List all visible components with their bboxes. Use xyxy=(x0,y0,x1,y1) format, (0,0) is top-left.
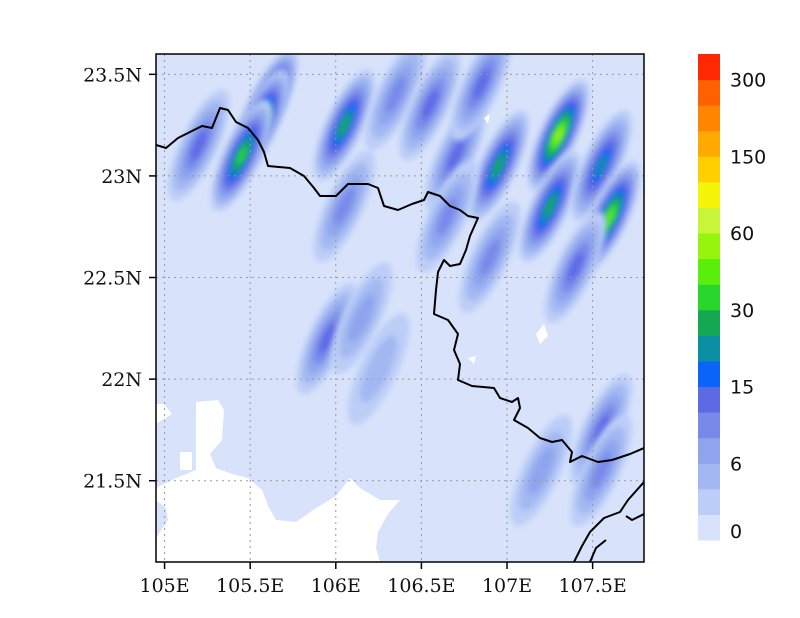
rain-cell-17-level-5 xyxy=(567,252,584,283)
y-tick-label-1: 22N xyxy=(101,369,142,391)
colorbar-swatch-2 xyxy=(698,463,720,490)
plot-frame xyxy=(155,53,645,563)
colorbar-swatch-18 xyxy=(698,54,720,81)
colorbar-label-5: 150 xyxy=(730,146,766,168)
x-tick-label-0: 105E xyxy=(139,575,189,597)
map-plot-area xyxy=(155,53,645,563)
missing-data-area-dot-3 xyxy=(484,114,490,124)
rain-cell-16-level-10 xyxy=(605,208,615,225)
coastline-east-3 xyxy=(589,539,607,562)
rain-cell-19-level-3 xyxy=(348,294,375,343)
rain-cell-0-level-5 xyxy=(190,130,208,161)
rain-cell-4-level-8 xyxy=(338,115,350,135)
missing-data-areas xyxy=(156,114,548,562)
colorbar-swatch-12 xyxy=(698,207,720,234)
y-tick-label-2: 22.5N xyxy=(83,268,142,290)
map-gridlines xyxy=(156,54,644,562)
coastline-east-2 xyxy=(625,513,644,521)
colorbar-swatch-8 xyxy=(698,309,720,336)
rain-cell-17 xyxy=(544,211,607,324)
colorbar-label-1: 6 xyxy=(730,453,742,475)
y-tick-label-3: 23N xyxy=(101,166,142,188)
colorbar-swatch-10 xyxy=(698,258,720,285)
colorbar-swatch-9 xyxy=(698,284,720,311)
rain-cell-3-level-9 xyxy=(236,146,247,165)
rain-cell-10 xyxy=(467,109,530,222)
colorbar-swatch-6 xyxy=(698,360,720,388)
rain-cell-4 xyxy=(313,69,376,181)
rain-cell-18 xyxy=(296,282,359,395)
rain-cell-21-level-5 xyxy=(592,414,610,446)
colorbar-swatch-3 xyxy=(698,437,720,464)
colorbar: 0 6 15 30 60 150 300 xyxy=(698,54,766,543)
rain-cell-15-level-7 xyxy=(595,154,608,177)
colorbar-label-4: 60 xyxy=(730,223,754,245)
colorbar-swatch-5 xyxy=(698,386,720,413)
rain-cell-5-level-4 xyxy=(385,76,407,114)
rain-cell-7-level-5 xyxy=(421,89,439,121)
x-tick-label-3: 106.5E xyxy=(387,575,455,597)
missing-data-area-southwest xyxy=(156,400,400,562)
rain-cell-15 xyxy=(570,109,633,222)
colorbar-swatch-7 xyxy=(698,335,720,362)
colorbar-swatch-17 xyxy=(698,79,720,106)
rain-cell-18-level-5 xyxy=(318,323,336,354)
rain-cell-12-level-4 xyxy=(479,238,501,276)
colorbar-label-6: 300 xyxy=(730,70,766,92)
colorbar-swatch-0 xyxy=(698,514,720,541)
rain-cell-5 xyxy=(364,54,427,151)
rain-cell-13 xyxy=(527,79,590,192)
x-tick-label-4: 107E xyxy=(482,575,532,597)
x-axis-ticks: 105E 105.5E 106E 106.5E 107E 107.5E xyxy=(139,562,627,597)
colorbar-swatch-1 xyxy=(698,488,720,515)
y-tick-label-0: 21.5N xyxy=(83,471,142,493)
missing-data-area-dot-1 xyxy=(536,324,548,344)
rain-cell-10-level-8 xyxy=(493,155,504,176)
missing-data-area-dot-2 xyxy=(468,356,476,364)
border-lines xyxy=(156,107,644,562)
x-tick-label-2: 106E xyxy=(311,575,361,597)
y-axis-ticks: 21.5N 22N 22.5N 23N 23.5N xyxy=(83,64,156,493)
rain-cell-23 xyxy=(510,414,573,527)
rain-cell-13-level-11 xyxy=(554,127,563,143)
rain-cell-19 xyxy=(330,262,393,374)
precipitation-field xyxy=(167,54,641,527)
national-border-line xyxy=(156,107,644,463)
colorbar-label-0: 0 xyxy=(730,521,742,543)
rain-cell-14 xyxy=(518,150,581,263)
rain-cell-9 xyxy=(450,54,513,141)
x-tick-label-1: 105.5E xyxy=(216,575,284,597)
x-tick-label-5: 107.5E xyxy=(558,575,626,597)
colorbar-swatch-13 xyxy=(698,181,720,208)
colorbar-label-3: 30 xyxy=(730,300,754,322)
rain-cell-9-level-5 xyxy=(472,69,490,100)
colorbar-swatch-11 xyxy=(698,233,720,260)
rain-cell-20-level-2 xyxy=(360,335,398,403)
colorbar-swatch-16 xyxy=(698,105,720,132)
coastline-east-1 xyxy=(573,481,644,562)
rain-cell-14-level-8 xyxy=(544,196,556,217)
colorbar-swatch-15 xyxy=(698,130,720,157)
colorbar-label-2: 15 xyxy=(730,377,754,399)
colorbar-swatch-4 xyxy=(698,412,720,439)
rain-cell-23-level-3 xyxy=(528,446,555,495)
y-tick-label-4: 23.5N xyxy=(83,64,142,86)
rain-cell-8-level-5 xyxy=(447,140,465,171)
rain-cell-11 xyxy=(416,160,478,273)
rain-cell-20 xyxy=(347,313,410,425)
rain-cell-6-level-4 xyxy=(334,187,355,226)
colorbar-swatch-14 xyxy=(698,156,720,183)
rain-cell-12 xyxy=(458,201,521,314)
rain-cell-7 xyxy=(399,54,461,161)
